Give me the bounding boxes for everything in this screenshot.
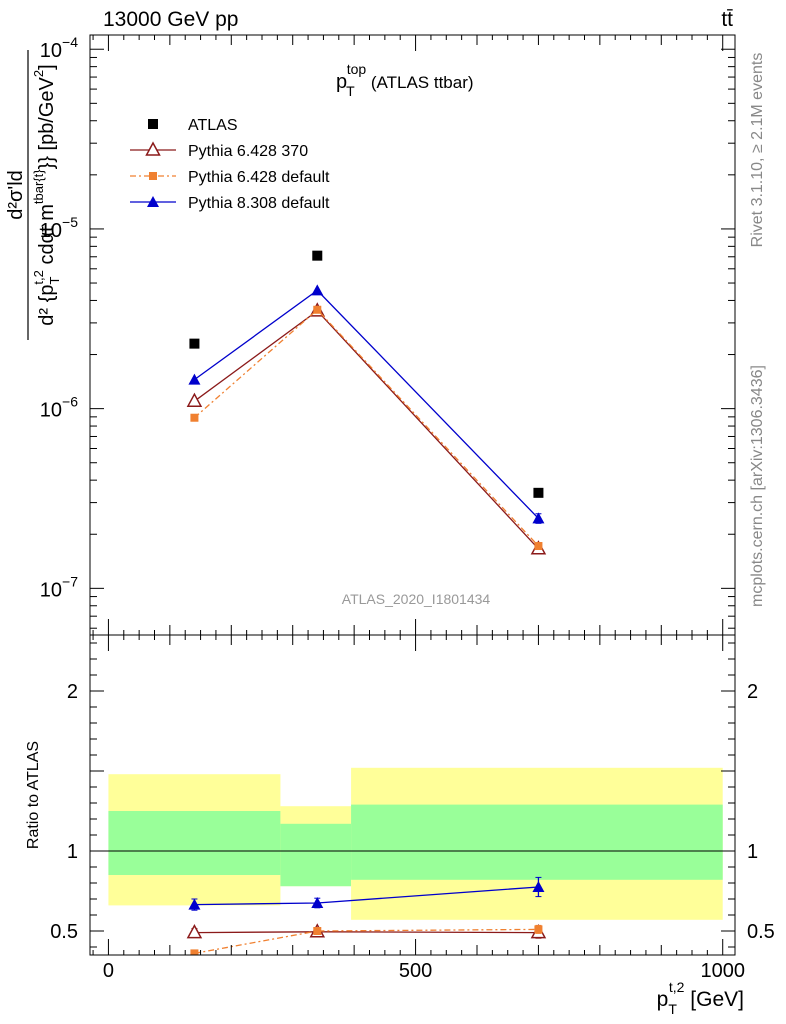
main-point-atlas [312, 250, 323, 261]
ratio-y-tick-label-left: 2 [67, 681, 78, 703]
legend-marker-pythia-8-308-default [147, 196, 159, 207]
mcplots-label: mcplots.cern.ch [arXiv:1306.3436] [749, 365, 766, 607]
ratio-y-ticks: 0.5 0.5 1 1 2 2 [50, 642, 775, 948]
ratio-x-ticks: 0 500 1000 [92, 635, 745, 982]
main-point-pythia-6-428-default [534, 542, 543, 551]
chart-title: pTtop (ATLAS ttbar) [336, 61, 474, 99]
legend-marker-pythia-6-428-370 [145, 141, 161, 156]
ratio-y-tick-label-right: 2 [747, 681, 758, 703]
main-point-pythia-8-308-default [188, 373, 201, 385]
ratio-y-tick-label-right: 0.5 [747, 921, 775, 943]
ratio-point-pythia-8-308-default [188, 898, 201, 910]
main-point-atlas [189, 338, 200, 349]
main-point-pythia-6-428-default [190, 413, 199, 422]
main-y-ticks: 10−7 10−6 10−5 10−4 [40, 34, 735, 629]
main-frame [89, 34, 736, 636]
ratio-y-tick-label-left: 0.5 [50, 921, 78, 943]
ratio-line-pythia-6-428-370 [194, 931, 539, 934]
main-line-pythia-8-308-default [194, 289, 539, 519]
ratio-point-pythia-6-428-370 [186, 924, 203, 939]
title-sup: top [347, 61, 367, 77]
legend: ATLAS Pythia 6.428 370 Pythia 6.428 defaul… [130, 117, 330, 212]
ratio-y-tick-label-right: 1 [747, 841, 758, 863]
legend-marker-atlas [148, 119, 158, 129]
ratio-y-tick-label-left: 1 [67, 841, 78, 863]
ratio-band-inner [280, 823, 352, 887]
ratio-band-inner [351, 804, 723, 880]
main-y-axis-label: d²σ'ld d² {pTt,2 cdαt mtbar{t}}} [pb/GeV… [5, 50, 62, 340]
collision-label: 13000 GeV pp [103, 8, 238, 31]
ratio-frame [89, 634, 736, 956]
main-line-pythia-6-428-370 [194, 309, 539, 550]
title-p: p [336, 71, 347, 93]
main-y-tick-label: 10−4 [40, 34, 78, 62]
legend-label-pythia-6-428-370: Pythia 6.428 370 [188, 143, 308, 160]
process-label: tt̄ [721, 8, 733, 31]
main-point-pythia-6-428-370 [186, 392, 203, 407]
main-line-pythia-6-428-default [193, 308, 539, 547]
ratio-panel: 0.5 0.5 1 1 2 2 0 500 1000 Ratio to ATLAS pTt,2… [25, 634, 775, 1017]
ratio-x-tick-label: 1000 [700, 960, 745, 982]
legend-marker-pythia-6-428-default [149, 172, 157, 180]
main-y-tick-label: 10−5 [40, 214, 78, 242]
ratio-point-pythia-6-428-default [534, 925, 543, 934]
main-point-pythia-8-308-default [311, 284, 324, 296]
main-point-pythia-8-308-default [532, 512, 545, 524]
rivet-version-label: Rivet 3.1.10, ≥ 2.1M events [749, 53, 766, 248]
main-point-atlas [533, 487, 544, 498]
ratio-band-inner [108, 811, 281, 875]
main-y-tick-label: 10−6 [40, 394, 78, 422]
analysis-id-label: ATLAS_2020_I1801434 [342, 591, 491, 607]
main-data-layer [186, 250, 547, 555]
main-panel: 10−7 10−6 10−5 10−4 pTtop (ATLAS ttbar) ATL… [5, 34, 736, 636]
legend-label-pythia-6-428-default: Pythia 6.428 default [188, 169, 330, 186]
main-point-pythia-6-428-default [313, 305, 322, 314]
y-label-denominator: d² {pTt,2 cdαt mtbar{t}}} [pb/GeV2] [31, 64, 62, 325]
title-suffix: (ATLAS ttbar) [366, 73, 473, 92]
ratio-bands [108, 767, 723, 920]
main-x-ticks [92, 35, 724, 635]
ratio-data-layer [186, 876, 547, 955]
ratio-x-tick-label: 0 [103, 960, 114, 982]
title-sub: T [346, 83, 355, 99]
ratio-point-pythia-8-308-default [532, 881, 545, 892]
ratio-point-pythia-8-308-default [311, 897, 324, 908]
ratio-y-axis-label: Ratio to ATLAS [25, 741, 42, 849]
ratio-x-tick-label: 500 [399, 960, 432, 982]
legend-label-pythia-8-308-default: Pythia 8.308 default [188, 195, 330, 212]
ratio-point-pythia-6-428-default [190, 949, 199, 955]
x-axis-label: pTt,2 [GeV] [657, 979, 744, 1017]
y-label-numerator: d²σ'ld [5, 170, 27, 220]
legend-label-atlas: ATLAS [188, 117, 238, 134]
ratio-point-pythia-6-428-default [313, 927, 322, 935]
main-y-tick-label: 10−7 [40, 573, 78, 601]
